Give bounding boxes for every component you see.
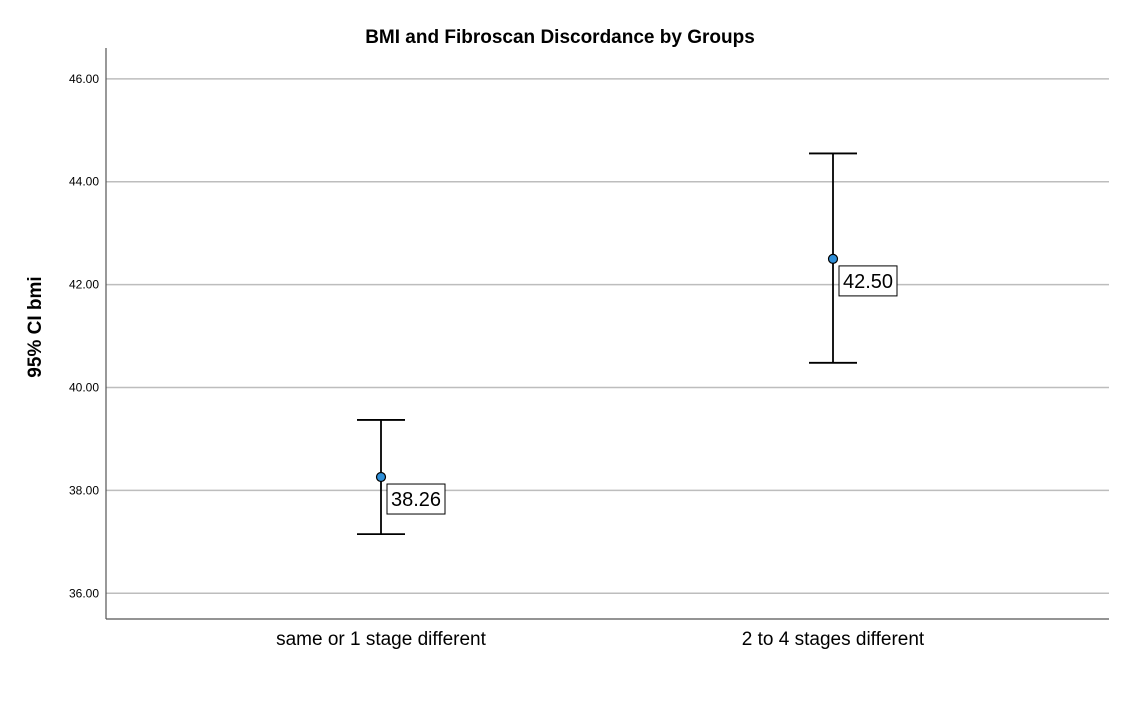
grid-lines xyxy=(106,78,1109,595)
y-tick-label: 46.00 xyxy=(69,72,99,86)
data-label-box xyxy=(386,483,446,515)
x-tick-label: 2 to 4 stages different xyxy=(742,629,925,650)
error-bar-series: 38.26 42.50 xyxy=(357,152,898,536)
x-tick-label: same or 1 stage different xyxy=(276,629,487,650)
mean-point xyxy=(375,471,387,483)
y-axis-label: 95% CI bmi xyxy=(25,276,46,377)
x-tick-labels: same or 1 stage different 2 to 4 stages d… xyxy=(276,629,925,650)
y-tick-labels: 36.00 38.00 40.00 42.00 44.00 46.00 xyxy=(69,72,99,600)
data-label: 38.26 xyxy=(391,489,441,511)
data-label: 42.50 xyxy=(843,271,893,293)
chart-title: BMI and Fibroscan Discordance by Groups xyxy=(365,27,755,48)
mean-point xyxy=(827,253,839,265)
y-tick-label: 36.00 xyxy=(69,586,99,600)
y-tick-label: 42.00 xyxy=(69,278,99,292)
y-tick-label: 44.00 xyxy=(69,175,99,189)
data-label-box xyxy=(838,265,898,297)
y-tick-label: 38.00 xyxy=(69,483,99,497)
y-tick-label: 40.00 xyxy=(69,381,99,395)
